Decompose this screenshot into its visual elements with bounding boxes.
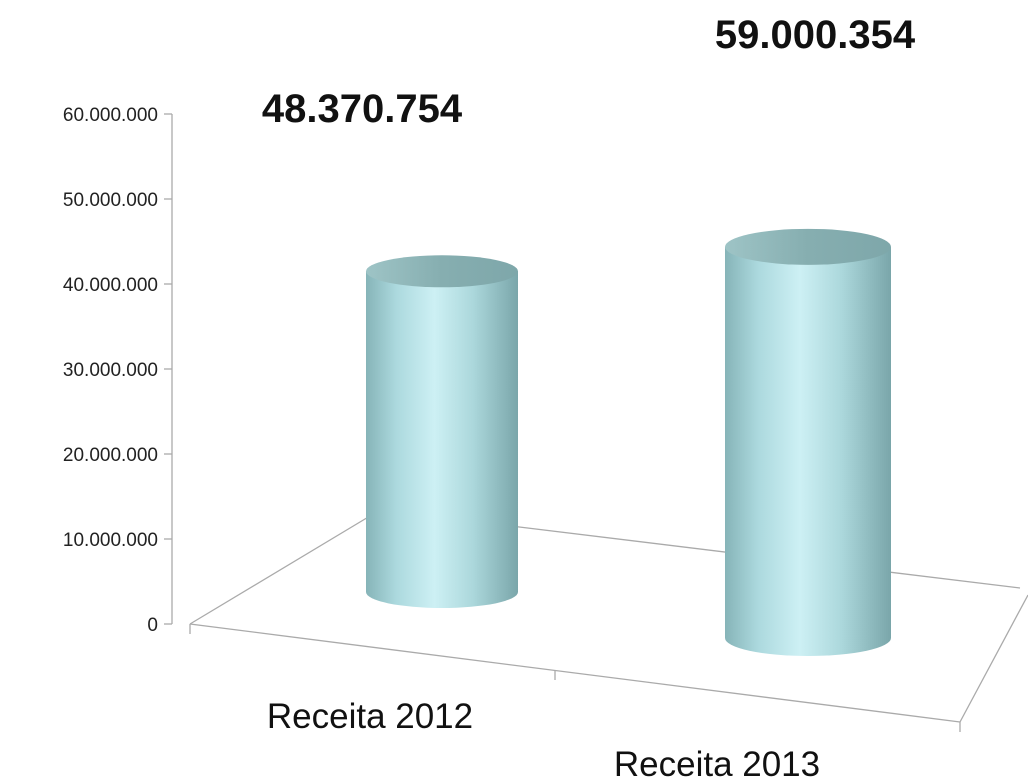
bar-top <box>366 255 518 288</box>
bar-1 <box>366 255 518 608</box>
bar-body <box>725 246 891 657</box>
category-label-2: Receita 2013 <box>614 745 820 782</box>
y-tick-label: 60.000.000 <box>63 105 158 126</box>
bar-2 <box>725 228 891 657</box>
data-label-1: 48.370.754 <box>262 87 463 131</box>
y-tick-label: 40.000.000 <box>63 275 158 296</box>
data-label-2: 59.000.354 <box>715 13 916 57</box>
y-tick-label: 50.000.000 <box>63 190 158 211</box>
y-tick-label: 0 <box>147 615 158 636</box>
category-label-1: Receita 2012 <box>267 697 473 736</box>
y-tick-label: 20.000.000 <box>63 445 158 466</box>
bars <box>366 228 891 657</box>
y-axis: 0 10.000.000 20.000.000 30.000.000 40.000.00… <box>63 105 173 636</box>
y-tick-label: 30.000.000 <box>63 360 158 381</box>
bar-top <box>725 228 891 265</box>
y-tick-label: 10.000.000 <box>63 530 158 551</box>
bar-body <box>366 271 518 608</box>
labels: 48.370.754 59.000.354 Receita 2012 Receita … <box>262 13 916 782</box>
